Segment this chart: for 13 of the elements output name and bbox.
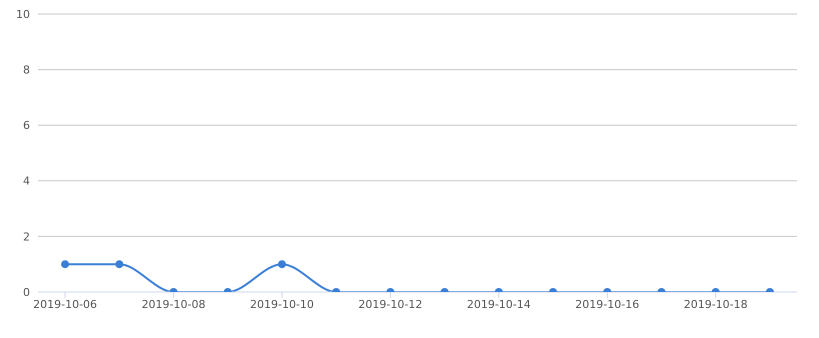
- x-tick-label: 2019-10-06: [33, 298, 98, 311]
- x-tick-label: 2019-10-08: [142, 298, 206, 311]
- y-tick-label: 2: [23, 230, 30, 244]
- y-tick-label: 0: [23, 286, 30, 299]
- x-tick-label: 2019-10-14: [466, 298, 531, 311]
- y-tick-label: 8: [23, 64, 30, 77]
- y-tick-label: 10: [16, 8, 30, 21]
- x-tick-label: 2019-10-16: [575, 298, 640, 311]
- y-tick-label: 6: [23, 119, 30, 132]
- x-tick-label: 2019-10-18: [684, 298, 748, 311]
- y-tick-label: 4: [23, 174, 30, 188]
- x-tick-label: 2019-10-10: [250, 298, 314, 311]
- x-tick-label: 2019-10-12: [358, 298, 422, 311]
